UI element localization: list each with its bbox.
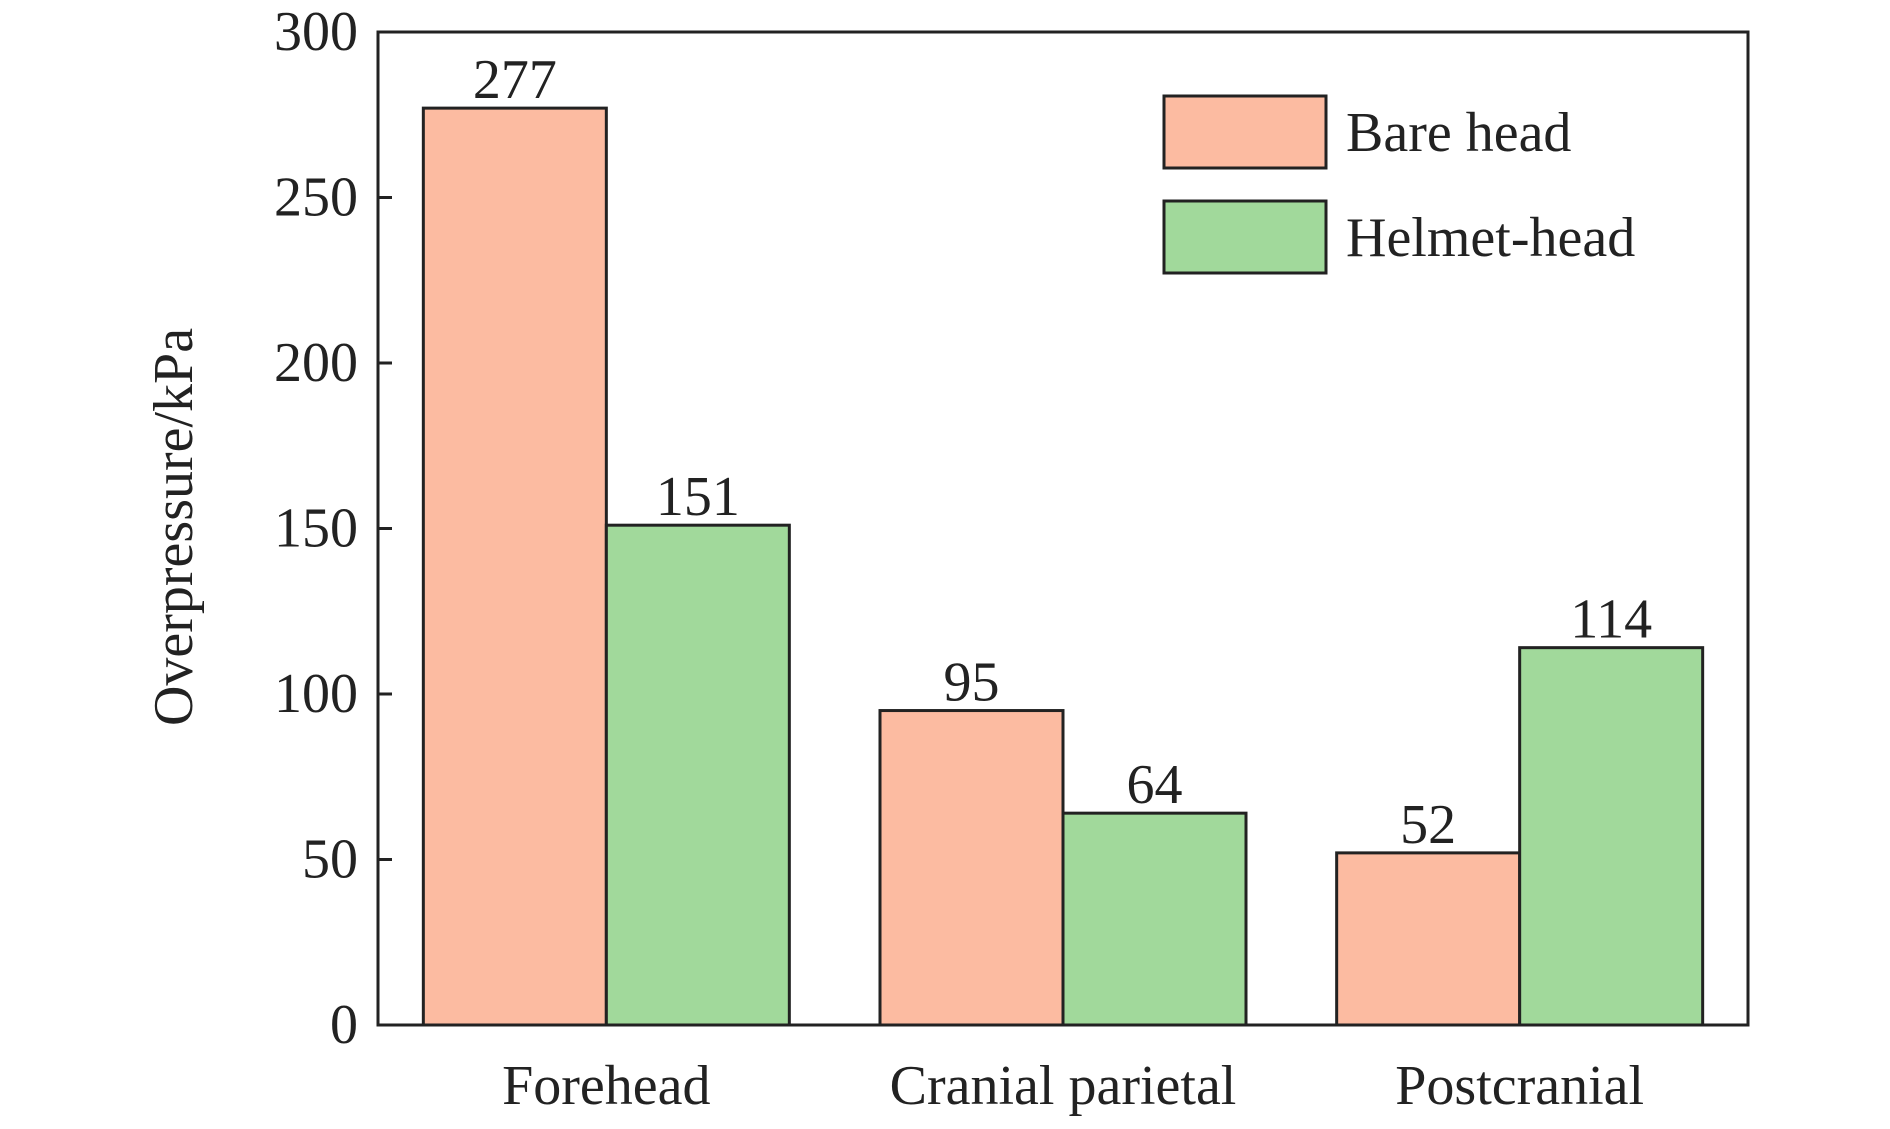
bar-bare-head — [1335, 851, 1522, 1027]
data-label: 95 — [944, 652, 1000, 714]
bar-bare-head — [421, 106, 608, 1027]
y-tick-label: 200 — [274, 332, 358, 394]
y-tick-label: 300 — [274, 1, 358, 63]
y-axis-title: Overpressure/kPa — [143, 328, 205, 726]
data-label: 114 — [1570, 589, 1652, 651]
legend-swatch-bare-head — [1162, 94, 1328, 170]
bar-helmet-head — [1061, 811, 1248, 1027]
data-label: 64 — [1127, 754, 1183, 816]
legend-label-helmet-head: Helmet-head — [1346, 207, 1635, 269]
legend: Bare head Helmet-head — [1162, 94, 1635, 275]
x-tick-label: Forehead — [502, 1055, 710, 1117]
bar-helmet-head — [604, 523, 791, 1027]
category-labels-layer: Forehead Cranial parietal Postcranial — [502, 1055, 1644, 1117]
y-tick-label: 150 — [274, 498, 358, 560]
x-tick-label: Cranial parietal — [890, 1055, 1237, 1117]
legend-swatch-helmet-head — [1162, 199, 1328, 275]
y-tick-label: 250 — [274, 167, 358, 229]
bar-helmet-head — [1518, 646, 1705, 1027]
y-ticks-layer: 0 50 100 150 200 250 300 — [274, 1, 392, 1056]
x-tick-label: Postcranial — [1395, 1055, 1644, 1117]
data-label: 277 — [473, 49, 557, 111]
data-labels-layer: 277 151 95 64 52 114 — [473, 49, 1652, 856]
y-tick-label: 100 — [274, 663, 358, 725]
legend-label-bare-head: Bare head — [1346, 102, 1571, 164]
data-label: 52 — [1400, 794, 1456, 856]
bar-bare-head — [878, 709, 1065, 1027]
y-tick-label: 0 — [330, 994, 358, 1056]
data-label: 151 — [656, 466, 740, 528]
y-tick-label: 50 — [302, 829, 358, 891]
bars-layer — [421, 106, 1705, 1027]
